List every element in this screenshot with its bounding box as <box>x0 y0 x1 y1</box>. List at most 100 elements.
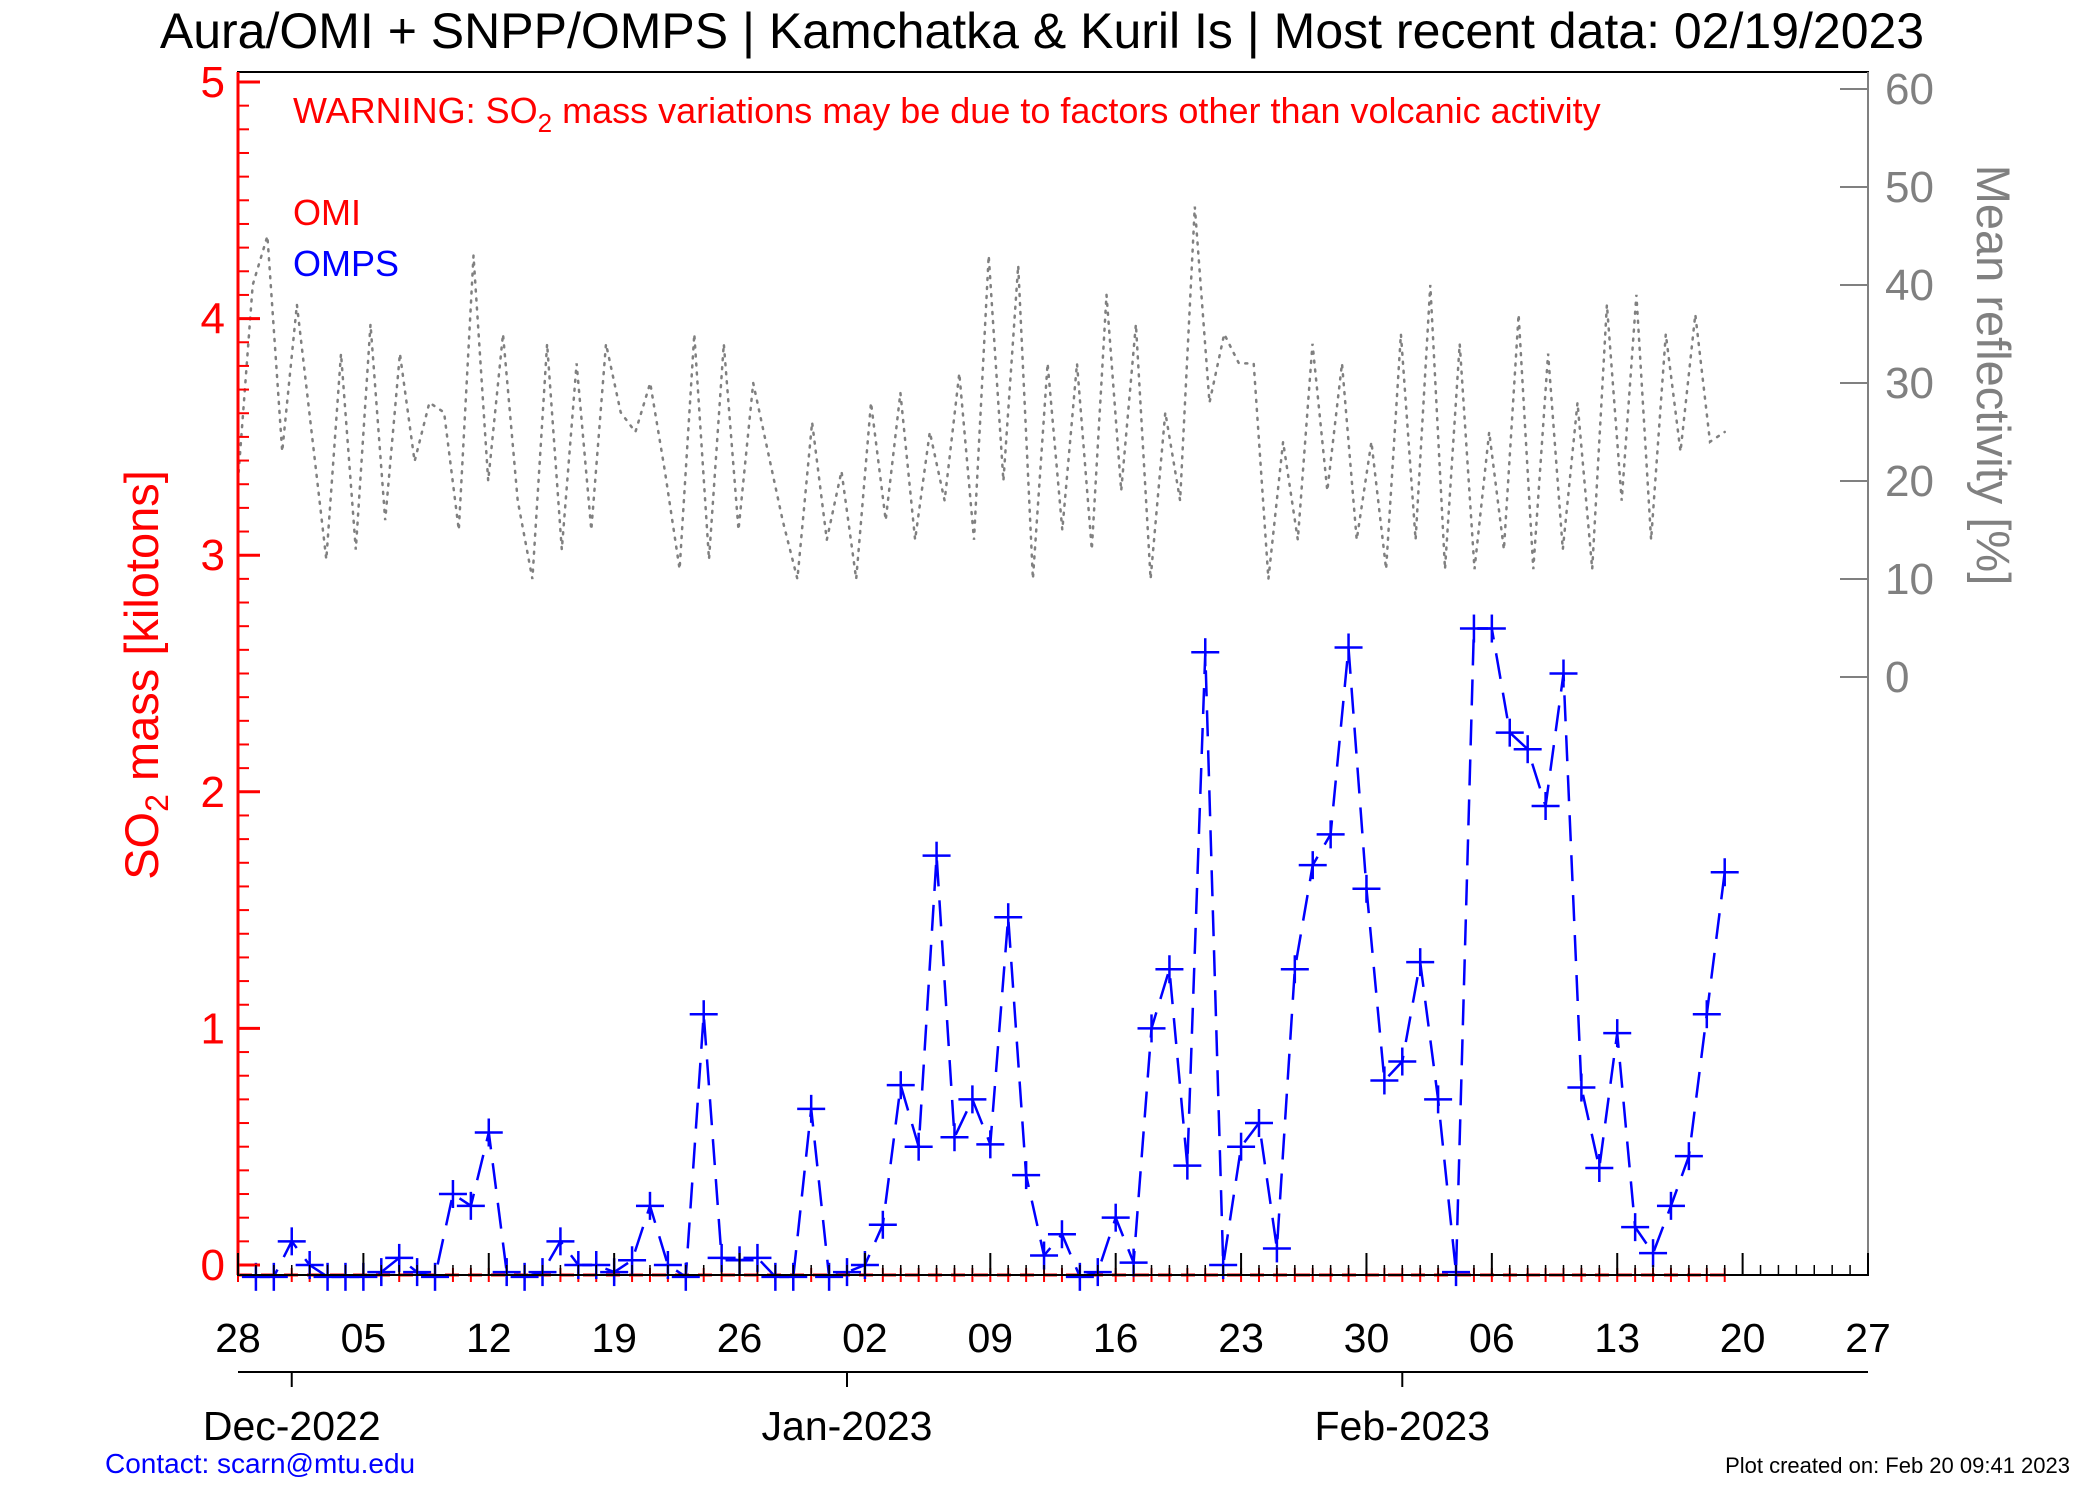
x-tick-label: 20 <box>1720 1315 1766 1361</box>
y-tick-label-right: 20 <box>1885 457 1934 506</box>
y-tick-label-left: 5 <box>201 58 225 107</box>
omps-point <box>1334 633 1363 662</box>
y-axis-label-left: SO2 mass [kilotons] <box>115 470 175 880</box>
contact-text: Contact: scarn@mtu.edu <box>105 1448 415 1479</box>
month-label: Jan-2023 <box>762 1403 933 1449</box>
omps-point <box>1549 659 1578 688</box>
y-tick-label-left: 0 <box>201 1241 225 1290</box>
omps-point <box>1173 1151 1202 1180</box>
x-tick-label: 05 <box>341 1315 387 1361</box>
omps-point <box>1012 1161 1041 1190</box>
y-tick-label-right: 10 <box>1885 555 1934 604</box>
legend-omps: OMPS <box>293 243 399 284</box>
omps-point <box>868 1210 897 1239</box>
x-tick-label: 30 <box>1344 1315 1390 1361</box>
omps-point <box>1424 1085 1453 1114</box>
chart-title: Aura/OMI + SNPP/OMPS | Kamchatka & Kuril… <box>160 3 1924 59</box>
omps-point <box>474 1118 503 1147</box>
omps-point <box>546 1227 575 1256</box>
omps-point <box>797 1094 826 1123</box>
x-tick-label: 27 <box>1845 1315 1891 1361</box>
y-tick-label-left: 2 <box>201 768 225 817</box>
warning-suffix: mass variations may be due to factors ot… <box>552 90 1600 131</box>
omps-point <box>1352 874 1381 903</box>
omps-point <box>1603 1019 1632 1048</box>
omps-point <box>1316 820 1345 849</box>
omps-point <box>1155 955 1184 984</box>
omps-point <box>1244 1109 1273 1138</box>
legend-omi: OMI <box>293 192 361 233</box>
omps-point <box>1388 1047 1417 1076</box>
omps-point <box>994 903 1023 932</box>
y-tick-label-left: 3 <box>201 531 225 580</box>
omps-point <box>1227 1132 1256 1161</box>
x-tick-label: 16 <box>1093 1315 1139 1361</box>
omps-point <box>1710 858 1739 887</box>
warning-text: WARNING: SO2 mass variations may be due … <box>293 90 1601 138</box>
omps-point <box>886 1071 915 1100</box>
x-tick-label: 26 <box>717 1315 763 1361</box>
plot-created-text: Plot created on: Feb 20 09:41 2023 <box>1725 1453 2070 1478</box>
x-tick-label: 09 <box>968 1315 1014 1361</box>
data-layer <box>237 614 1739 1291</box>
omps-point <box>635 1191 664 1220</box>
omps-point <box>438 1180 467 1209</box>
omps-point <box>689 1000 718 1029</box>
omps-point <box>1370 1066 1399 1095</box>
omps-point <box>1406 948 1435 977</box>
x-tick-label: 13 <box>1594 1315 1640 1361</box>
omps-point <box>1585 1153 1614 1182</box>
omps-point <box>1692 1000 1721 1029</box>
omps-point <box>1191 638 1220 667</box>
omps-point <box>1513 735 1542 764</box>
reflectivity-line <box>236 206 1726 580</box>
omps-point <box>1298 851 1327 880</box>
y-tick-label-right: 60 <box>1885 65 1934 114</box>
omps-point <box>1674 1142 1703 1171</box>
omps-point <box>456 1191 485 1220</box>
omps-point <box>1280 955 1309 984</box>
omps-point <box>1639 1239 1668 1268</box>
reflectivity-layer <box>236 206 1726 580</box>
omps-series-line <box>255 627 1726 1280</box>
omps-point <box>922 841 951 870</box>
omps-point <box>1656 1191 1685 1220</box>
x-tick-label: 02 <box>842 1315 888 1361</box>
y-tick-label-left: 4 <box>201 295 225 344</box>
warning-prefix: WARNING: SO <box>293 90 538 131</box>
omps-point <box>958 1085 987 1114</box>
plot-frame <box>237 71 1869 1276</box>
omps-point <box>904 1132 933 1161</box>
omps-point <box>277 1227 306 1256</box>
x-tick-label: 06 <box>1469 1315 1515 1361</box>
y-tick-label-right: 0 <box>1885 653 1909 702</box>
omps-point <box>940 1123 969 1152</box>
y-tick-label-left: 1 <box>201 1004 225 1053</box>
x-tick-label: 23 <box>1218 1315 1264 1361</box>
x-tick-label: 19 <box>591 1315 637 1361</box>
y-tick-label-right: 50 <box>1885 163 1934 212</box>
month-label: Dec-2022 <box>203 1403 381 1449</box>
x-tick-label: 12 <box>466 1315 512 1361</box>
ylabel-prefix: SO <box>115 812 168 880</box>
omps-point <box>1477 614 1506 643</box>
omps-point <box>1137 1014 1166 1043</box>
y-tick-label-right: 30 <box>1885 359 1934 408</box>
omps-point <box>1621 1213 1650 1242</box>
omps-point <box>1262 1234 1291 1263</box>
omps-point <box>1030 1241 1059 1270</box>
omps-point <box>1047 1220 1076 1249</box>
omps-point <box>1567 1073 1596 1102</box>
y-axis-label-right: Mean reflectivity [%] <box>1967 165 2020 586</box>
y-tick-label-right: 40 <box>1885 261 1934 310</box>
month-label: Feb-2023 <box>1315 1403 1491 1449</box>
ylabel-subscript: 2 <box>139 794 175 812</box>
warning-subscript: 2 <box>538 108 552 138</box>
omps-point <box>1531 791 1560 820</box>
ylabel-suffix: mass [kilotons] <box>115 470 168 794</box>
omps-point <box>976 1130 1005 1159</box>
omps-point <box>1495 718 1524 747</box>
x-tick-label: 28 <box>215 1315 261 1361</box>
